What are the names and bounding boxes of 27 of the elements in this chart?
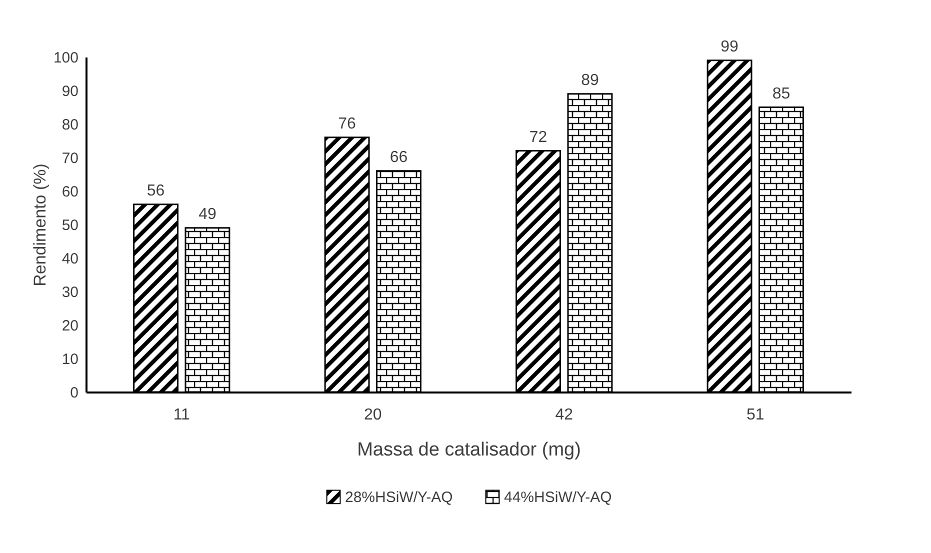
x-tick-label: 51 [746, 406, 764, 424]
y-tick-label: 0 [70, 384, 78, 402]
x-tick-label: 20 [364, 406, 382, 424]
legend-label: 44%HSiW/Y-AQ [504, 488, 612, 506]
y-tick-label: 80 [62, 116, 78, 134]
x-axis-title: Massa de catalisador (mg) [357, 440, 581, 460]
y-tick-label: 100 [53, 50, 78, 66]
data-label: 66 [390, 148, 408, 166]
y-tick-label: 20 [62, 318, 78, 334]
y-tick-label: 50 [62, 217, 78, 234]
y-tick-label: 40 [62, 250, 78, 268]
data-label: 56 [146, 182, 165, 200]
y-tick-label: 90 [62, 83, 78, 100]
legend-label: 28%HSiW/Y-AQ [345, 488, 453, 506]
y-tick-label: 10 [62, 351, 78, 368]
y-axis-title: Rendimento (%) [30, 164, 50, 286]
x-tick-label: 11 [173, 406, 190, 424]
data-label: 89 [581, 72, 599, 89]
y-tick-label: 30 [62, 284, 78, 301]
x-tick-label: 42 [555, 406, 574, 424]
y-tick-label: 60 [62, 184, 78, 200]
data-label: 72 [529, 128, 548, 146]
data-label: 49 [198, 206, 216, 223]
data-label: 85 [772, 85, 790, 102]
data-label: 99 [720, 38, 739, 56]
y-tick-label: 70 [62, 150, 78, 167]
data-label: 76 [338, 115, 356, 132]
